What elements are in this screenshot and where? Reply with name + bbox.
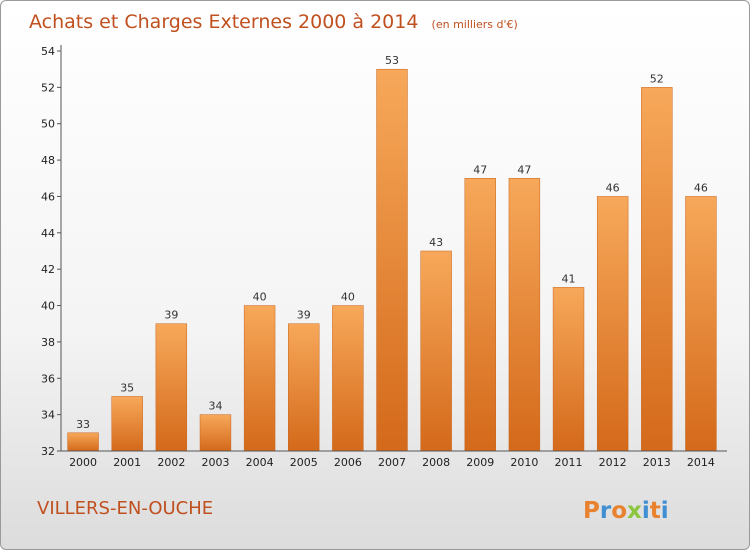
x-tick-label-2007: 2007 bbox=[378, 456, 406, 469]
x-tick-label-2010: 2010 bbox=[510, 456, 538, 469]
bar-2001 bbox=[111, 396, 143, 452]
value-label-2001: 35 bbox=[120, 381, 134, 394]
x-tick-label-2008: 2008 bbox=[422, 456, 450, 469]
x-tick-label-2012: 2012 bbox=[599, 456, 627, 469]
x-tick-label-2014: 2014 bbox=[687, 456, 715, 469]
bar-2009 bbox=[464, 178, 496, 452]
value-label-2011: 41 bbox=[562, 272, 576, 285]
bar-2002 bbox=[155, 323, 188, 452]
bar-2011 bbox=[552, 287, 585, 452]
y-tick-label-48: 48 bbox=[41, 154, 55, 167]
logo-letter-3: x bbox=[627, 498, 642, 524]
proxiti-logo: Proxiti bbox=[583, 498, 669, 524]
logo-letter-6: i bbox=[661, 498, 669, 524]
bar-2013 bbox=[641, 87, 673, 452]
axes-layer: 2000 2001 2002 2003 2004 2005 2006 2007 2008 2009… bbox=[41, 45, 727, 469]
bar-2006 bbox=[332, 305, 364, 452]
x-tick-label-2004: 2004 bbox=[246, 456, 274, 469]
y-tick-label-32: 32 bbox=[41, 445, 55, 458]
x-tick-label-2011: 2011 bbox=[555, 456, 583, 469]
value-label-2009: 47 bbox=[473, 163, 487, 176]
value-label-2002: 39 bbox=[164, 309, 178, 322]
chart-title-main: Achats et Charges Externes 2000 à 2014 bbox=[29, 11, 418, 33]
value-label-2013: 52 bbox=[650, 72, 664, 85]
y-tick-label-34: 34 bbox=[41, 409, 55, 422]
value-label-2000: 33 bbox=[76, 418, 90, 431]
value-label-2005: 39 bbox=[297, 309, 311, 322]
y-tick-label-44: 44 bbox=[41, 227, 55, 240]
value-label-2012: 46 bbox=[606, 181, 620, 194]
y-tick-label-38: 38 bbox=[41, 336, 55, 349]
x-tick-label-2000: 2000 bbox=[69, 456, 97, 469]
value-label-2014: 46 bbox=[694, 181, 708, 194]
bar-2004 bbox=[243, 305, 276, 452]
bar-2014 bbox=[685, 196, 717, 452]
value-label-2008: 43 bbox=[429, 236, 443, 249]
logo-letter-2: o bbox=[611, 498, 627, 524]
logo-letter-5: t bbox=[650, 498, 661, 524]
x-tick-label-2006: 2006 bbox=[334, 456, 362, 469]
value-label-2007: 53 bbox=[385, 54, 399, 67]
y-tick-label-50: 50 bbox=[41, 118, 55, 131]
logo-letter-1: r bbox=[600, 498, 612, 524]
x-tick-label-2002: 2002 bbox=[157, 456, 185, 469]
value-label-2004: 40 bbox=[253, 291, 267, 304]
place-name: VILLERS-EN-OUCHE bbox=[37, 498, 213, 519]
chart-title: Achats et Charges Externes 2000 à 2014 (… bbox=[29, 11, 518, 33]
bar-2005 bbox=[288, 323, 320, 452]
logo-letter-0: P bbox=[583, 498, 600, 524]
y-tick-label-36: 36 bbox=[41, 372, 55, 385]
bars-layer: 33 35 39 34 40 39 40 53 43 47 47 41 46 52 46 bbox=[67, 54, 717, 452]
x-tick-label-2001: 2001 bbox=[113, 456, 141, 469]
bar-2010 bbox=[508, 178, 541, 452]
bar-2003 bbox=[199, 414, 232, 452]
value-label-2010: 47 bbox=[517, 163, 531, 176]
y-tick-label-46: 46 bbox=[41, 190, 55, 203]
bar-2000 bbox=[67, 432, 99, 452]
x-tick-label-2009: 2009 bbox=[466, 456, 494, 469]
value-label-2006: 40 bbox=[341, 291, 355, 304]
y-tick-label-54: 54 bbox=[41, 45, 55, 58]
value-label-2003: 34 bbox=[208, 400, 222, 413]
bar-2007 bbox=[376, 68, 408, 452]
bar-2012 bbox=[596, 196, 629, 452]
x-tick-label-2003: 2003 bbox=[201, 456, 229, 469]
logo-letter-4: i bbox=[642, 498, 650, 524]
y-tick-label-52: 52 bbox=[41, 81, 55, 94]
y-tick-label-42: 42 bbox=[41, 263, 55, 276]
x-tick-label-2005: 2005 bbox=[290, 456, 318, 469]
bar-2008 bbox=[420, 250, 452, 452]
y-tick-label-40: 40 bbox=[41, 300, 55, 313]
x-tick-label-2013: 2013 bbox=[643, 456, 671, 469]
chart-title-unit: (en milliers d'€) bbox=[432, 18, 518, 31]
